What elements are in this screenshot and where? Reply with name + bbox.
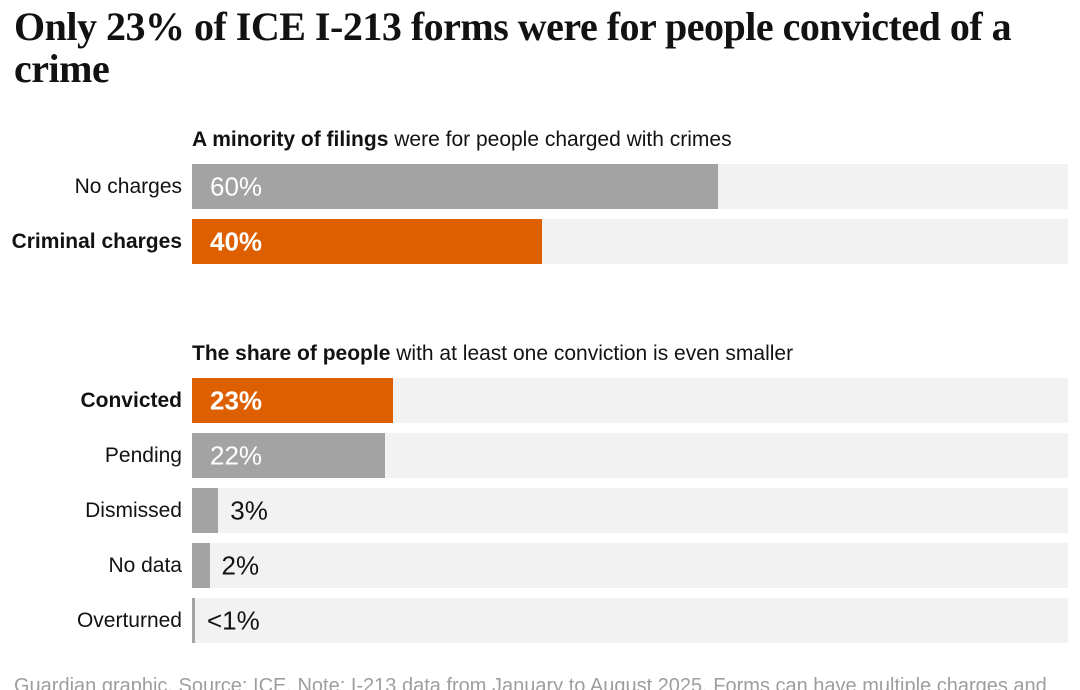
bar-rows: Convicted 23% Pending 22% Dismissed 3% No data… bbox=[14, 378, 1068, 643]
bar-row: Pending 22% bbox=[14, 433, 1068, 478]
bar-track: 60% bbox=[192, 164, 1068, 209]
source-note-line1: Guardian graphic. Source: ICE. Note: I-2… bbox=[14, 675, 1047, 690]
bar-row-label: Dismissed bbox=[85, 498, 182, 522]
page-title: Only 23% of ICE I-213 forms were for peo… bbox=[14, 4, 1012, 91]
bar-value-label: 23% bbox=[210, 385, 263, 415]
bar-track: <1% bbox=[192, 598, 1068, 643]
bar-track: 22% bbox=[192, 433, 1068, 478]
bar-value-label: 22% bbox=[210, 440, 263, 470]
source-note: Guardian graphic. Source: ICE. Note: I-2… bbox=[14, 673, 1068, 690]
bar-row-label: Overturned bbox=[76, 608, 182, 632]
bar-row-label: Criminal charges bbox=[11, 229, 182, 253]
chart-subtitle-lead: The share of people bbox=[192, 342, 391, 365]
bar bbox=[192, 164, 718, 209]
bar-rows: No charges 60% Criminal charges 40% bbox=[11, 164, 1068, 264]
bar bbox=[192, 433, 385, 478]
chart-subtitle: A minority of filings were for people cha… bbox=[192, 128, 1068, 152]
bar-row: Overturned <1% bbox=[14, 598, 1068, 643]
bar-track: 2% bbox=[192, 543, 1068, 588]
bar-row-label: Convicted bbox=[80, 388, 182, 412]
bar-row: No charges 60% bbox=[14, 164, 1068, 209]
bar bbox=[192, 378, 394, 423]
chart-subtitle-lead: A minority of filings bbox=[192, 128, 389, 151]
bar-value-label: <1% bbox=[207, 605, 260, 635]
bar-row: Dismissed 3% bbox=[14, 488, 1068, 533]
chart-subtitle-rest: with at least one conviction is even sma… bbox=[396, 342, 794, 365]
bar bbox=[192, 543, 210, 588]
bar-row-label: No data bbox=[108, 553, 182, 577]
bar-row: Criminal charges 40% bbox=[11, 219, 1068, 264]
chart-subtitle-rest: were for people charged with crimes bbox=[394, 128, 732, 151]
bar-track: 3% bbox=[192, 488, 1068, 533]
chart-subtitle: The share of people with at least one con… bbox=[192, 342, 1068, 366]
bar bbox=[192, 488, 219, 533]
bar-value-label: 2% bbox=[221, 550, 260, 580]
convictions-bar-chart: The share of people with at least one con… bbox=[14, 264, 1068, 643]
charges-bar-chart: A minority of filings were for people cha… bbox=[11, 90, 1068, 264]
bar-row: Convicted 23% bbox=[14, 378, 1068, 423]
bar-value-label: 60% bbox=[210, 171, 263, 201]
bar-row-label: Pending bbox=[104, 443, 182, 467]
bar-row-label: No charges bbox=[74, 174, 182, 198]
bar-track: 23% bbox=[192, 378, 1068, 423]
bar-value-label: 3% bbox=[230, 495, 268, 525]
bar bbox=[192, 598, 195, 643]
bar-value-label: 40% bbox=[210, 226, 263, 256]
bar bbox=[192, 219, 543, 264]
bar-row: No data 2% bbox=[14, 543, 1068, 588]
bar-track: 40% bbox=[192, 219, 1068, 264]
